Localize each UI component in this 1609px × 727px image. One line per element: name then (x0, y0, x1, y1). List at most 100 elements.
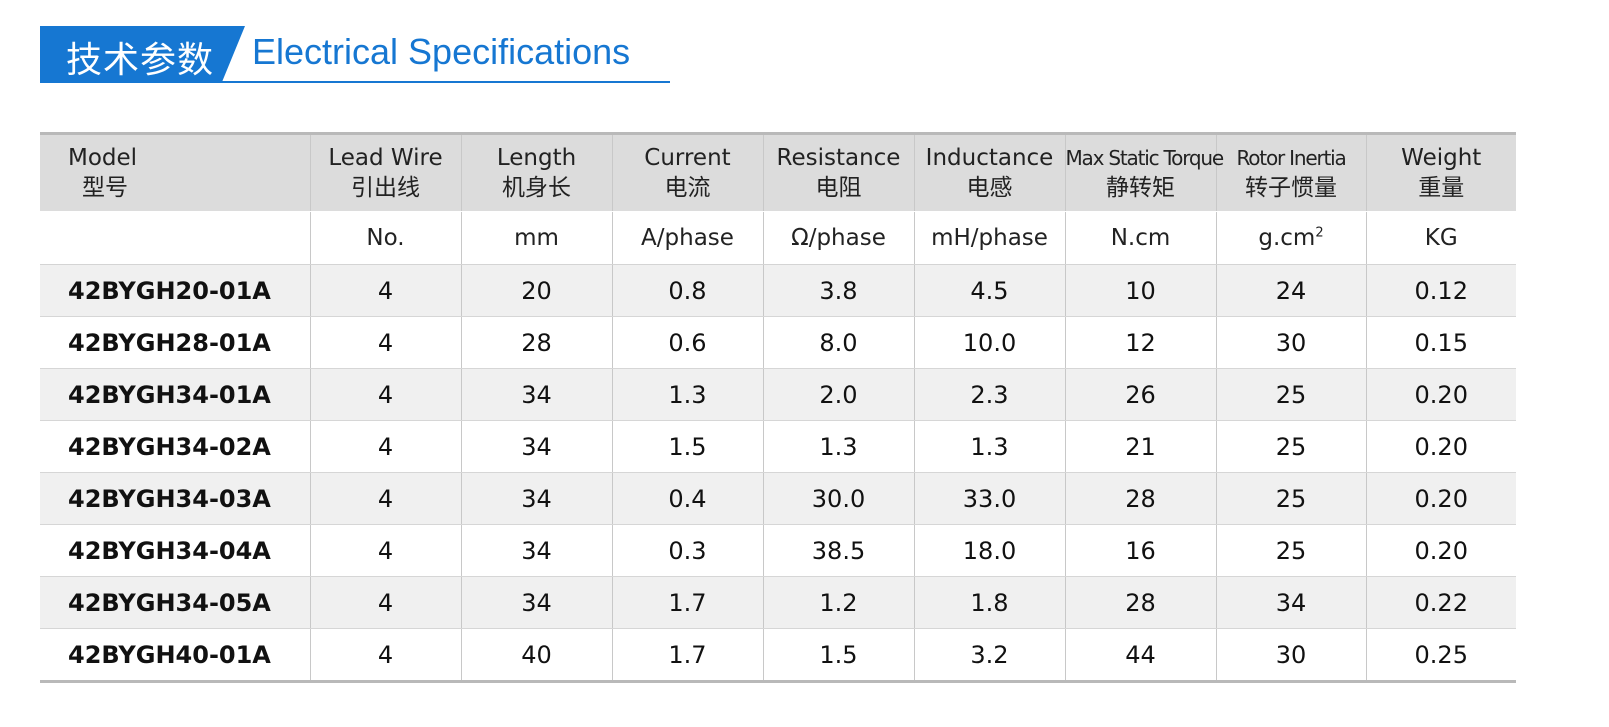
table-cell: 4 (309, 264, 461, 317)
table-cell: 30.0 (762, 472, 914, 525)
table-row: 42BYGH34-04A 4 34 0.3 38.5 18.0 16 25 0.20 (40, 524, 1516, 577)
table-cell: 0.8 (611, 264, 763, 317)
table-cell: 1.8 (913, 576, 1065, 629)
table-cell: 0.6 (611, 316, 763, 369)
table-cell: 25 (1215, 368, 1366, 421)
table-cell: 44 (1064, 628, 1216, 683)
column-header-lead-wire: Lead Wire 引出线 (309, 132, 461, 212)
section-title-banner: 技术参数 Electrical Specifications (40, 26, 670, 84)
model-cell: 42BYGH28-01A (40, 316, 310, 369)
column-header-label-cn: 电感 (966, 175, 1013, 201)
table-cell: 4 (309, 368, 461, 421)
table-cell: 1.2 (762, 576, 914, 629)
table-cell: 33.0 (913, 472, 1065, 525)
column-header-label: Max Static Torque (1065, 146, 1225, 170)
column-header-label: Length (496, 145, 577, 171)
table-cell: 18.0 (913, 524, 1065, 577)
table-cell: 30 (1215, 628, 1366, 683)
table-cell: 0.12 (1365, 264, 1516, 317)
column-header-length: Length 机身长 (460, 132, 612, 212)
table-cell: 0.20 (1365, 368, 1516, 421)
table-cell: 34 (460, 368, 612, 421)
table-cell: 4 (309, 420, 461, 473)
column-header-label-cn: 机身长 (502, 175, 571, 201)
column-header-label-cn: 静转矩 (1106, 175, 1175, 201)
table-cell: 0.22 (1365, 576, 1516, 629)
table-cell: 34 (460, 524, 612, 577)
table-cell: 1.5 (611, 420, 763, 473)
table-cell: 0.25 (1365, 628, 1516, 683)
table-cell: 0.20 (1365, 420, 1516, 473)
table-cell: 8.0 (762, 316, 914, 369)
table-cell: 0.20 (1365, 472, 1516, 525)
table-cell: 2.0 (762, 368, 914, 421)
table-row: 42BYGH28-01A 4 28 0.6 8.0 10.0 12 30 0.15 (40, 316, 1516, 369)
table-cell: 1.5 (762, 628, 914, 683)
column-header-label: Lead Wire (328, 145, 443, 171)
table-cell: 1.7 (611, 628, 763, 683)
column-header-current: Current 电流 (611, 132, 763, 212)
electrical-specifications-table: Model 型号 Lead Wire 引出线 Length 机身长 Curren… (40, 132, 1516, 683)
table-cell: 28 (460, 316, 612, 369)
model-cell: 42BYGH34-02A (40, 420, 310, 473)
table-cell: 0.15 (1365, 316, 1516, 369)
table-cell: 1.3 (611, 368, 763, 421)
model-cell: 42BYGH40-01A (40, 628, 310, 683)
column-header-label-cn: 电阻 (815, 175, 862, 201)
table-cell: 12 (1064, 316, 1216, 369)
table-row: 42BYGH20-01A 4 20 0.8 3.8 4.5 10 24 0.12 (40, 264, 1516, 317)
table-cell: 4 (309, 524, 461, 577)
table-cell: 25 (1215, 472, 1366, 525)
table-cell: 25 (1215, 420, 1366, 473)
column-header-label: Resistance (776, 145, 901, 171)
table-header-row: Model 型号 Lead Wire 引出线 Length 机身长 Curren… (40, 132, 1516, 212)
table-cell: 24 (1215, 264, 1366, 317)
table-cell: 28 (1064, 576, 1216, 629)
table-cell: 25 (1215, 524, 1366, 577)
table-cell: 3.2 (913, 628, 1065, 683)
unit-superscript: 2 (1315, 225, 1324, 241)
table-cell: 34 (460, 420, 612, 473)
table-cell: 34 (1215, 576, 1366, 629)
table-cell: 1.7 (611, 576, 763, 629)
unit-cell: No. (309, 211, 461, 265)
table-cell: 4 (309, 576, 461, 629)
table-cell: 4.5 (913, 264, 1065, 317)
table-row: 42BYGH34-01A 4 34 1.3 2.0 2.3 26 25 0.20 (40, 368, 1516, 421)
title-english: Electrical Specifications (252, 31, 631, 72)
model-cell: 42BYGH34-04A (40, 524, 310, 577)
column-header-rotor-inertia: Rotor Inertia 转子惯量 (1215, 132, 1366, 212)
column-header-label: Current (644, 145, 731, 171)
column-header-label-cn: 型号 (82, 175, 128, 201)
table-cell: 0.20 (1365, 524, 1516, 577)
table-row: 42BYGH34-03A 4 34 0.4 30.0 33.0 28 25 0.20 (40, 472, 1516, 525)
column-header-label: Inductance (925, 145, 1054, 171)
column-header-inductance: Inductance 电感 (913, 132, 1065, 212)
table-cell: 34 (460, 576, 612, 629)
table-cell: 40 (460, 628, 612, 683)
table-row: 42BYGH40-01A 4 40 1.7 1.5 3.2 44 30 0.25 (40, 628, 1516, 683)
table-cell: 21 (1064, 420, 1216, 473)
column-header-label-cn: 重量 (1418, 175, 1465, 201)
model-cell: 42BYGH20-01A (40, 264, 310, 317)
table-cell: 30 (1215, 316, 1366, 369)
column-header-label-cn: 电流 (664, 175, 711, 201)
model-cell: 42BYGH34-03A (40, 472, 310, 525)
unit-cell: mm (460, 211, 612, 265)
table-cell: 0.3 (611, 524, 763, 577)
title-underline (40, 81, 670, 83)
unit-cell: A/phase (611, 211, 763, 265)
table-cell: 1.3 (762, 420, 914, 473)
table-cell: 10 (1064, 264, 1216, 317)
unit-cell: KG (1365, 211, 1516, 265)
table-row: 42BYGH34-05A 4 34 1.7 1.2 1.8 28 34 0.22 (40, 576, 1516, 629)
unit-cell-inertia: g.cm2 (1215, 211, 1366, 265)
table-cell: 28 (1064, 472, 1216, 525)
table-cell: 0.4 (611, 472, 763, 525)
table-cell: 38.5 (762, 524, 914, 577)
model-cell: 42BYGH34-01A (40, 368, 310, 421)
table-cell: 10.0 (913, 316, 1065, 369)
table-cell: 4 (309, 628, 461, 683)
title-chinese: 技术参数 (66, 40, 215, 81)
column-header-resistance: Resistance 电阻 (762, 132, 914, 212)
